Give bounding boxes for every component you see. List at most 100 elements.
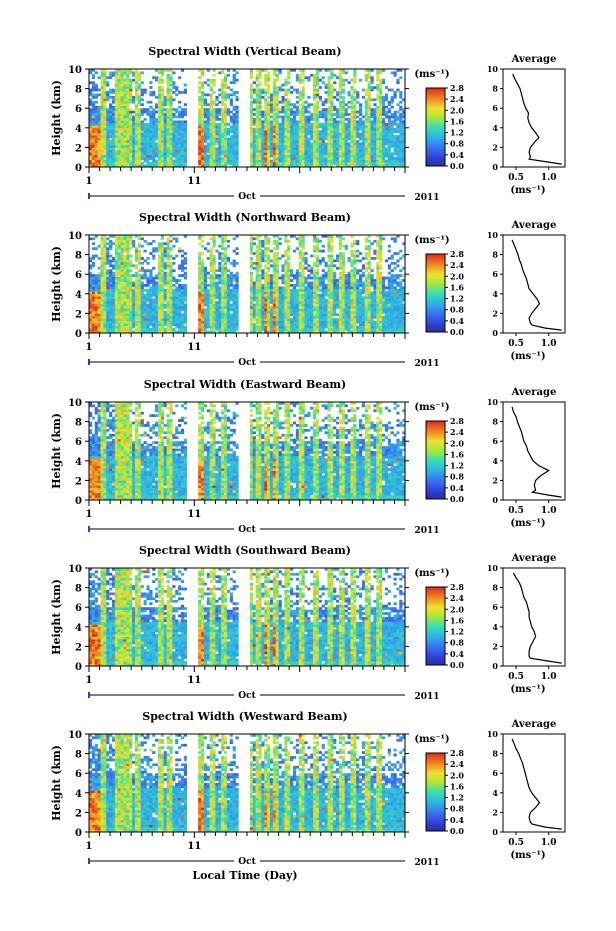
heatmap-cell <box>91 137 96 141</box>
heatmap-cell <box>91 330 96 334</box>
heatmap-cell <box>169 91 173 94</box>
heatmap-cell <box>333 147 337 151</box>
heatmap-cell <box>249 140 254 143</box>
heatmap-cell <box>275 137 279 141</box>
heatmap-cell <box>301 149 305 153</box>
heatmap-cell <box>89 325 93 329</box>
heatmap-cell <box>264 144 268 148</box>
heatmap-cell <box>97 328 101 331</box>
heatmap-cell <box>272 88 277 92</box>
heatmap-cell <box>384 86 389 89</box>
heatmap-cell <box>382 113 386 116</box>
heatmap-cell <box>324 154 328 158</box>
heatmap-cell <box>269 147 274 151</box>
heatmap-cell <box>373 140 377 143</box>
heatmap-cell <box>367 127 371 131</box>
heatmap-cell <box>100 274 104 277</box>
heatmap-cell <box>166 113 170 116</box>
heatmap-cell <box>235 164 239 168</box>
heatmap-cell <box>180 113 185 116</box>
heatmap-cell <box>198 288 202 292</box>
heatmap-cell <box>221 140 225 143</box>
heatmap-cell <box>304 159 308 163</box>
heatmap-cell <box>201 95 205 99</box>
heatmap-cell <box>126 142 130 146</box>
heatmap-cell <box>132 320 136 324</box>
heatmap-cell <box>359 154 363 158</box>
heatmap-cell <box>272 86 277 89</box>
heatmap-cell <box>387 142 391 146</box>
heatmap-cell <box>218 296 222 299</box>
heatmap-cell <box>126 81 130 84</box>
heatmap-cell <box>264 69 268 72</box>
heatmap-cell <box>255 318 259 322</box>
heatmap-cell <box>249 308 254 312</box>
heatmap-cell <box>249 301 254 304</box>
heatmap-cell <box>249 108 254 111</box>
heatmap-cell <box>140 269 144 273</box>
heatmap-cell <box>255 315 259 319</box>
heatmap-cell <box>252 323 256 326</box>
heatmap-cell <box>203 310 208 314</box>
heatmap-cell <box>209 110 213 114</box>
heatmap-cell <box>218 122 222 126</box>
heatmap-cell <box>224 157 228 160</box>
month-label-bg <box>234 190 260 202</box>
heatmap-cell <box>201 144 205 148</box>
heatmap-cell <box>399 157 403 160</box>
heatmap-cell <box>390 120 394 124</box>
heatmap-cell <box>109 276 113 280</box>
heatmap-cell <box>203 108 208 111</box>
heatmap-cell <box>382 98 386 102</box>
heatmap-cell <box>117 257 121 260</box>
heatmap-cell <box>137 308 142 312</box>
heatmap-cell <box>249 157 254 160</box>
heatmap-cell <box>172 137 176 141</box>
heatmap-cell <box>132 157 136 160</box>
heatmap-cell <box>327 113 331 116</box>
heatmap-cell <box>212 113 216 116</box>
heatmap-cell <box>160 252 164 255</box>
heatmap-cell <box>295 130 300 133</box>
heatmap-cell <box>100 159 104 163</box>
heatmap-cell <box>166 142 170 146</box>
heatmap-cell <box>201 118 205 121</box>
heatmap-cell <box>100 269 104 273</box>
heatmap-cell <box>379 69 383 72</box>
heatmap-cell <box>203 81 208 84</box>
heatmap-cell <box>292 162 297 165</box>
heatmap-cell <box>367 110 371 114</box>
heatmap-cell <box>338 142 343 146</box>
heatmap-cell <box>109 71 113 75</box>
heatmap-cell <box>155 301 159 304</box>
heatmap-cell <box>169 93 173 97</box>
heatmap-cell <box>146 303 150 307</box>
heatmap-cell <box>117 149 121 153</box>
heatmap-cell <box>160 298 164 302</box>
heatmap-cell <box>390 140 394 143</box>
heatmap-cell <box>143 108 147 111</box>
heatmap-cell <box>152 266 156 270</box>
heatmap-cell <box>132 313 136 317</box>
heatmap-cell <box>137 320 142 324</box>
heatmap-cell <box>111 293 116 297</box>
heatmap-cell <box>272 154 277 158</box>
heatmap-cell <box>353 140 357 143</box>
heatmap-cell <box>117 71 121 75</box>
heatmap-cell <box>269 120 274 124</box>
heatmap-cell <box>255 257 259 260</box>
heatmap-cell <box>129 298 133 302</box>
heatmap-cell <box>402 159 406 163</box>
heatmap-cell <box>109 103 113 107</box>
heatmap-cell <box>134 164 139 168</box>
heatmap-cell <box>272 137 277 141</box>
heatmap-cell <box>203 162 208 165</box>
heatmap-cell <box>301 137 305 141</box>
heatmap-cell <box>384 105 389 109</box>
heatmap-cell <box>134 95 139 99</box>
heatmap-cell <box>379 144 383 148</box>
heatmap-cell <box>261 69 265 72</box>
heatmap-cell <box>255 103 259 107</box>
heatmap-cell <box>91 95 96 99</box>
heatmap-cell <box>89 288 93 292</box>
